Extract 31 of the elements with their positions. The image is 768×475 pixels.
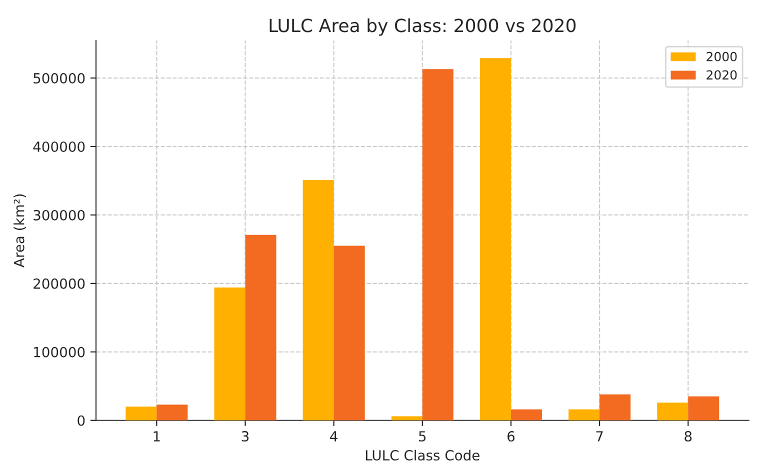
bar [302, 180, 334, 420]
x-tick-label: 7 [596, 431, 603, 442]
y-tick-label: 100000 [34, 346, 85, 358]
bar [422, 69, 454, 420]
x-axis-title: LULC Class Code [366, 450, 480, 461]
x-tick-label: 1 [154, 431, 160, 442]
y-tick-label: 400000 [33, 141, 85, 152]
legend-label: 2000 [706, 52, 737, 62]
bar [688, 396, 720, 420]
x-tick-label: 5 [419, 431, 426, 442]
bar [657, 402, 688, 420]
x-tick-label: 8 [684, 431, 692, 442]
chart-title: LULC Area by Class: 2000 vs 2020 [270, 18, 576, 36]
x-tick-label: 3 [242, 431, 249, 442]
bar [510, 409, 542, 420]
x-tick-label: 6 [508, 431, 515, 442]
bar [334, 246, 365, 420]
bar [600, 394, 631, 420]
y-tick-label: 200000 [34, 278, 85, 289]
y-tick-label: 0 [78, 415, 85, 426]
bar [156, 404, 188, 420]
legend-label: 2020 [706, 70, 737, 80]
y-tick-label: 500000 [34, 73, 85, 84]
bar [126, 406, 157, 420]
x-tick-label: 4 [330, 431, 338, 442]
y-axis-title: Area (km²) [14, 194, 26, 268]
y-tick-label: 300000 [34, 210, 85, 220]
bar [480, 58, 511, 420]
bar [245, 234, 276, 420]
bar [214, 288, 246, 420]
bar [568, 409, 600, 420]
